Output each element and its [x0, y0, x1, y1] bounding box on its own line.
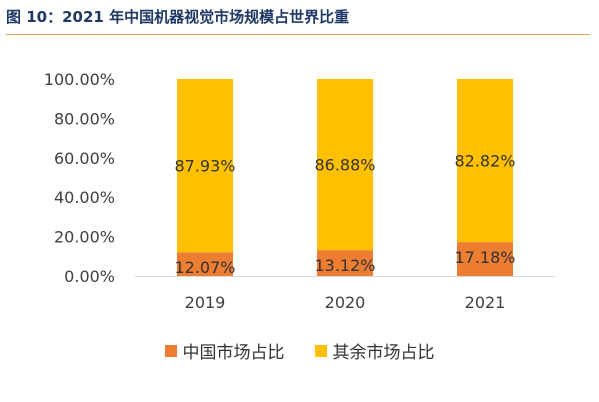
bar-segment-china [457, 242, 513, 276]
y-tick-label: 60.00% [54, 149, 115, 168]
data-label-china: 17.18% [454, 248, 515, 267]
legend-swatch-china [164, 344, 177, 357]
bar-segment-rest [317, 79, 373, 251]
bar-segment-rest [177, 79, 233, 253]
legend-item-rest: 其余市场占比 [314, 338, 435, 363]
legend-swatch-rest [314, 344, 327, 357]
data-label-china: 13.12% [314, 256, 375, 275]
y-tick-label: 40.00% [54, 188, 115, 207]
data-label-china: 12.07% [174, 258, 235, 277]
y-tick-label: 20.00% [54, 228, 115, 247]
bar-segment-china [317, 250, 373, 276]
legend-item-china: 中国市场占比 [164, 338, 285, 363]
chart-title: 图 10：2021 年中国机器视觉市场规模占世界比重 [6, 8, 350, 26]
legend: 中国市场占比 其余市场占比 [0, 338, 599, 363]
y-tick-label: 0.00% [64, 267, 115, 286]
legend-label-rest: 其余市场占比 [332, 343, 435, 363]
x-tick-label: 2019 [185, 293, 226, 312]
x-tick-label: 2021 [465, 293, 506, 312]
data-label-rest: 86.88% [314, 156, 375, 175]
legend-label-china: 中国市场占比 [182, 343, 285, 363]
data-label-rest: 82.82% [454, 152, 515, 171]
x-tick-label: 2020 [325, 293, 366, 312]
bar-segment-rest [457, 79, 513, 243]
y-tick-label: 80.00% [54, 109, 115, 128]
title-divider [6, 34, 590, 35]
y-tick-label: 100.00% [44, 70, 115, 89]
bar-segment-china [177, 252, 233, 276]
data-label-rest: 87.93% [174, 157, 235, 176]
